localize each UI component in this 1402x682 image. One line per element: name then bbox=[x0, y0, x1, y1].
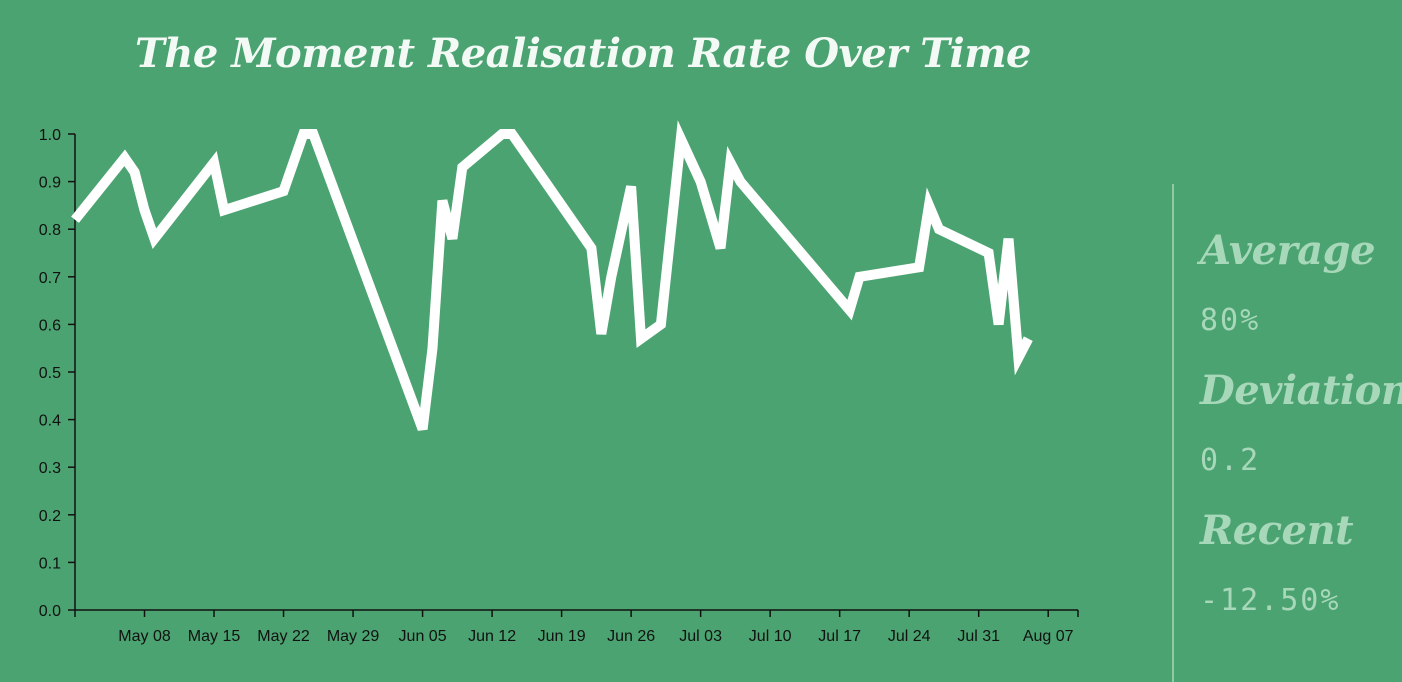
y-tick-label: 0.6 bbox=[39, 317, 61, 334]
y-tick-label: 0.0 bbox=[39, 603, 61, 620]
y-tick-label: 0.7 bbox=[39, 270, 61, 287]
x-tick-label: Jul 03 bbox=[679, 628, 722, 645]
stats-panel: Average 80% Deviation 0.2 Recent -12.50% bbox=[1200, 222, 1402, 642]
recent-label: Recent bbox=[1200, 507, 1354, 554]
line-chart: 0.0 0.1 0.2 0.3 0.4 0.5 0.6 0.7 0.8 0.9 1.0 May 08… bbox=[39, 120, 1079, 645]
x-tick-label: Jun 26 bbox=[607, 628, 655, 645]
series-line bbox=[71, 120, 1033, 431]
y-tick-label: 1.0 bbox=[39, 127, 61, 144]
x-tick-label: Jul 17 bbox=[818, 628, 861, 645]
y-tick-label: 0.8 bbox=[39, 222, 61, 239]
y-tick-label: 0.9 bbox=[39, 175, 61, 192]
average-value: 80% bbox=[1200, 303, 1261, 338]
x-tick-label: Jul 24 bbox=[888, 628, 931, 645]
x-tick-label: Jul 31 bbox=[957, 628, 1000, 645]
chart-title: The Moment Realisation Rate Over Time bbox=[135, 30, 1031, 77]
x-tick-label: May 22 bbox=[257, 628, 310, 645]
deviation-value: 0.2 bbox=[1200, 443, 1261, 478]
y-axis: 0.0 0.1 0.2 0.3 0.4 0.5 0.6 0.7 0.8 0.9 1.0 bbox=[39, 127, 76, 620]
deviation-label: Deviation bbox=[1200, 367, 1402, 414]
x-tick-label: May 08 bbox=[118, 628, 171, 645]
x-tick-label: May 15 bbox=[188, 628, 241, 645]
stats-divider bbox=[1172, 184, 1174, 682]
recent-value: -12.50% bbox=[1200, 583, 1341, 618]
average-label: Average bbox=[1200, 227, 1376, 274]
y-tick-label: 0.2 bbox=[39, 508, 61, 525]
x-tick-label: Jun 19 bbox=[538, 628, 586, 645]
x-tick-label: Jun 05 bbox=[399, 628, 447, 645]
x-axis: May 08 May 15 May 22 May 29 Jun 05 Jun 12 Jun … bbox=[74, 609, 1079, 645]
y-tick-label: 0.5 bbox=[39, 365, 61, 382]
y-tick-label: 0.3 bbox=[39, 460, 61, 477]
series-layer bbox=[71, 120, 1033, 431]
y-tick-label: 0.1 bbox=[39, 555, 61, 572]
x-tick-label: Jun 12 bbox=[468, 628, 516, 645]
x-tick-label: Aug 07 bbox=[1023, 628, 1074, 645]
x-tick-label: Jul 10 bbox=[749, 628, 792, 645]
y-tick-label: 0.4 bbox=[39, 413, 61, 430]
x-tick-label: May 29 bbox=[327, 628, 380, 645]
